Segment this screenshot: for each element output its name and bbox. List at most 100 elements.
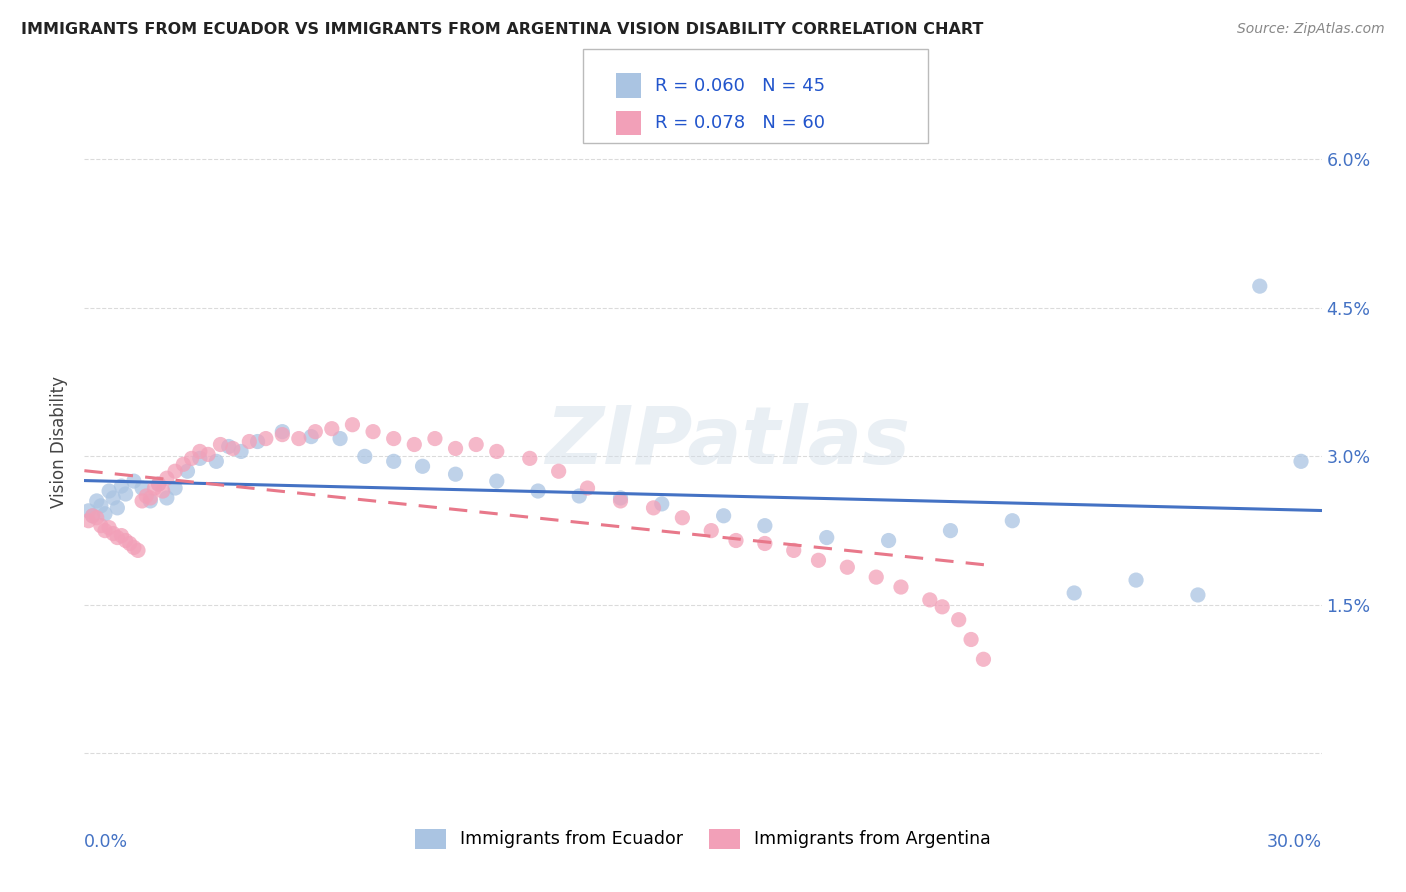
Point	[807, 553, 830, 567]
Point	[304, 425, 326, 439]
Point	[754, 518, 776, 533]
Point	[139, 491, 162, 505]
Point	[172, 458, 194, 472]
Text: R = 0.060   N = 45: R = 0.060 N = 45	[655, 77, 825, 95]
Point	[288, 432, 311, 446]
Point	[114, 487, 136, 501]
Point	[713, 508, 735, 523]
Point	[485, 474, 508, 488]
Point	[165, 464, 187, 478]
Y-axis label: Vision Disability: Vision Disability	[51, 376, 69, 508]
Point	[643, 500, 665, 515]
Point	[218, 440, 240, 454]
Point	[114, 533, 136, 548]
Point	[209, 437, 232, 451]
Point	[156, 471, 179, 485]
Point	[77, 514, 100, 528]
Point	[188, 444, 211, 458]
Point	[222, 442, 245, 456]
Point	[865, 570, 887, 584]
Point	[877, 533, 900, 548]
Point	[783, 543, 806, 558]
Point	[197, 447, 219, 461]
Point	[342, 417, 364, 432]
Point	[519, 451, 541, 466]
Point	[131, 494, 153, 508]
Point	[77, 504, 100, 518]
Point	[103, 491, 125, 505]
Point	[152, 483, 174, 498]
Text: IMMIGRANTS FROM ECUADOR VS IMMIGRANTS FROM ARGENTINA VISION DISABILITY CORRELATI: IMMIGRANTS FROM ECUADOR VS IMMIGRANTS FR…	[21, 22, 983, 37]
Point	[404, 437, 426, 451]
Point	[754, 536, 776, 550]
Point	[576, 481, 599, 495]
Point	[361, 425, 384, 439]
Point	[86, 494, 108, 508]
Point	[1289, 454, 1312, 468]
Point	[321, 422, 343, 436]
Point	[110, 479, 132, 493]
Point	[547, 464, 569, 478]
Point	[1125, 573, 1147, 587]
Point	[148, 477, 170, 491]
Point	[238, 434, 260, 449]
Point	[94, 524, 117, 538]
Point	[609, 491, 631, 505]
Point	[1187, 588, 1209, 602]
Point	[815, 531, 838, 545]
Point	[86, 510, 108, 524]
Point	[299, 429, 322, 443]
Point	[254, 432, 277, 446]
Point	[382, 454, 405, 468]
Point	[122, 474, 145, 488]
Point	[412, 459, 434, 474]
Point	[972, 652, 994, 666]
Text: R = 0.078   N = 60: R = 0.078 N = 60	[655, 114, 825, 132]
Point	[176, 464, 198, 478]
Point	[271, 425, 294, 439]
Text: ZIPatlas: ZIPatlas	[546, 402, 910, 481]
Point	[110, 528, 132, 542]
Point	[444, 442, 467, 456]
Point	[353, 450, 375, 464]
Point	[931, 599, 953, 614]
Point	[465, 437, 488, 451]
Point	[82, 508, 104, 523]
Point	[527, 483, 550, 498]
Point	[135, 489, 157, 503]
Text: Source: ZipAtlas.com: Source: ZipAtlas.com	[1237, 22, 1385, 37]
Text: 0.0%: 0.0%	[84, 833, 128, 851]
Point	[890, 580, 912, 594]
Point	[156, 491, 179, 505]
Point	[94, 507, 117, 521]
Point	[423, 432, 446, 446]
Point	[1001, 514, 1024, 528]
Point	[382, 432, 405, 446]
Point	[837, 560, 859, 574]
Point	[165, 481, 187, 495]
Point	[131, 481, 153, 495]
Point	[960, 632, 983, 647]
Point	[82, 508, 104, 523]
Point	[724, 533, 747, 548]
Point	[568, 489, 591, 503]
Text: 30.0%: 30.0%	[1267, 833, 1322, 851]
Point	[205, 454, 228, 468]
Point	[651, 497, 673, 511]
Point	[122, 541, 145, 555]
Point	[918, 593, 941, 607]
Legend: Immigrants from Ecuador, Immigrants from Argentina: Immigrants from Ecuador, Immigrants from…	[408, 822, 998, 855]
Point	[188, 451, 211, 466]
Point	[103, 526, 125, 541]
Point	[143, 481, 166, 495]
Point	[485, 444, 508, 458]
Point	[246, 434, 269, 449]
Point	[139, 494, 162, 508]
Point	[1249, 279, 1271, 293]
Point	[105, 531, 128, 545]
Point	[98, 483, 121, 498]
Point	[180, 451, 202, 466]
Point	[118, 536, 141, 550]
Point	[98, 521, 121, 535]
Point	[939, 524, 962, 538]
